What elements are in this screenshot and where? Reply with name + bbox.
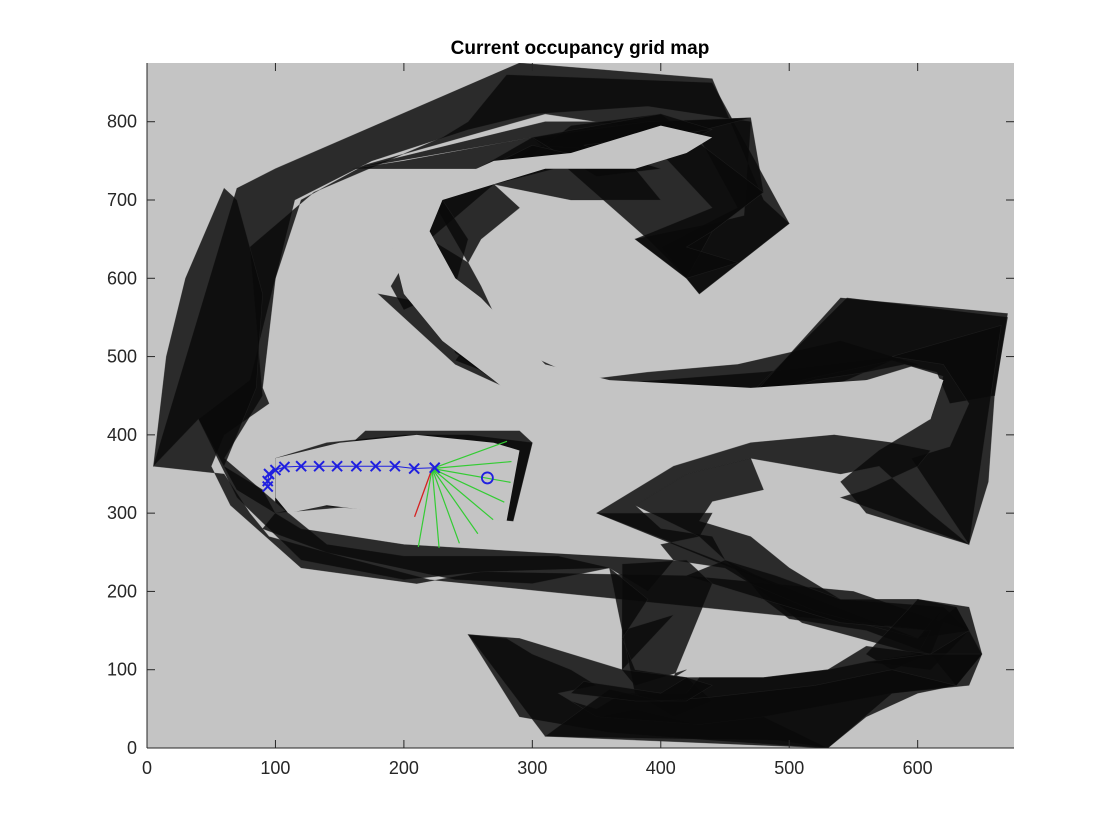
trajectory-point bbox=[278, 461, 291, 473]
laser-ray-1 bbox=[432, 460, 512, 470]
trajectory-point bbox=[389, 460, 401, 472]
trajectory-point bbox=[269, 464, 282, 476]
x-tick-label: 0 bbox=[142, 758, 152, 778]
free-space-hole-2 bbox=[429, 450, 507, 514]
laser-ray-8 bbox=[417, 468, 433, 548]
y-tick-label: 400 bbox=[107, 425, 137, 445]
y-tick-label: 200 bbox=[107, 581, 137, 601]
occupied-region-6 bbox=[152, 187, 675, 592]
laser-ray-5 bbox=[431, 468, 479, 535]
trajectory-point bbox=[369, 460, 382, 472]
y-tick-label: 0 bbox=[127, 738, 137, 758]
plot-area bbox=[147, 63, 1014, 748]
laser-ray-0 bbox=[431, 440, 508, 470]
chart-title: Current occupancy grid map bbox=[451, 38, 710, 59]
occupied-region-17 bbox=[891, 324, 1002, 546]
trajectory-layer bbox=[262, 460, 494, 493]
x-tick-label: 200 bbox=[389, 758, 419, 778]
trajectory-point bbox=[313, 460, 325, 472]
occupied-region-25 bbox=[621, 614, 675, 671]
x-tick-label: 300 bbox=[517, 758, 547, 778]
free-space-holes-layer bbox=[275, 125, 944, 521]
trajectory-point bbox=[295, 460, 307, 472]
trajectory-point bbox=[263, 468, 275, 480]
trajectory-point bbox=[408, 462, 420, 475]
laser-ray-6 bbox=[431, 468, 460, 544]
trajectory-point bbox=[350, 460, 363, 472]
laser-ray-2 bbox=[432, 467, 511, 483]
free-space-hole-1 bbox=[378, 125, 944, 459]
y-tick-label: 800 bbox=[107, 112, 137, 132]
x-tick-label: 500 bbox=[774, 758, 804, 778]
laser-ray-4 bbox=[431, 468, 494, 521]
heading-line bbox=[413, 468, 433, 518]
x-tick-label: 100 bbox=[260, 758, 290, 778]
goal-marker bbox=[480, 471, 494, 485]
y-tick-label: 500 bbox=[107, 347, 137, 367]
laser-ray-3 bbox=[431, 467, 505, 503]
occupied-region-31 bbox=[570, 677, 713, 702]
trajectory-point bbox=[429, 462, 441, 474]
y-tick-label: 100 bbox=[107, 660, 137, 680]
laser-ray-7 bbox=[431, 468, 440, 548]
trajectory-point bbox=[331, 460, 343, 472]
x-tick-label: 400 bbox=[646, 758, 676, 778]
x-tick-label: 600 bbox=[903, 758, 933, 778]
y-tick-label: 300 bbox=[107, 503, 137, 523]
y-tick-label: 700 bbox=[107, 190, 137, 210]
laser-rays-layer bbox=[413, 440, 512, 548]
axes: 0 100 200 300 400 500 600 0 100 200 300 400 500 600 70… bbox=[107, 63, 1014, 778]
y-tick-label: 600 bbox=[107, 268, 137, 288]
